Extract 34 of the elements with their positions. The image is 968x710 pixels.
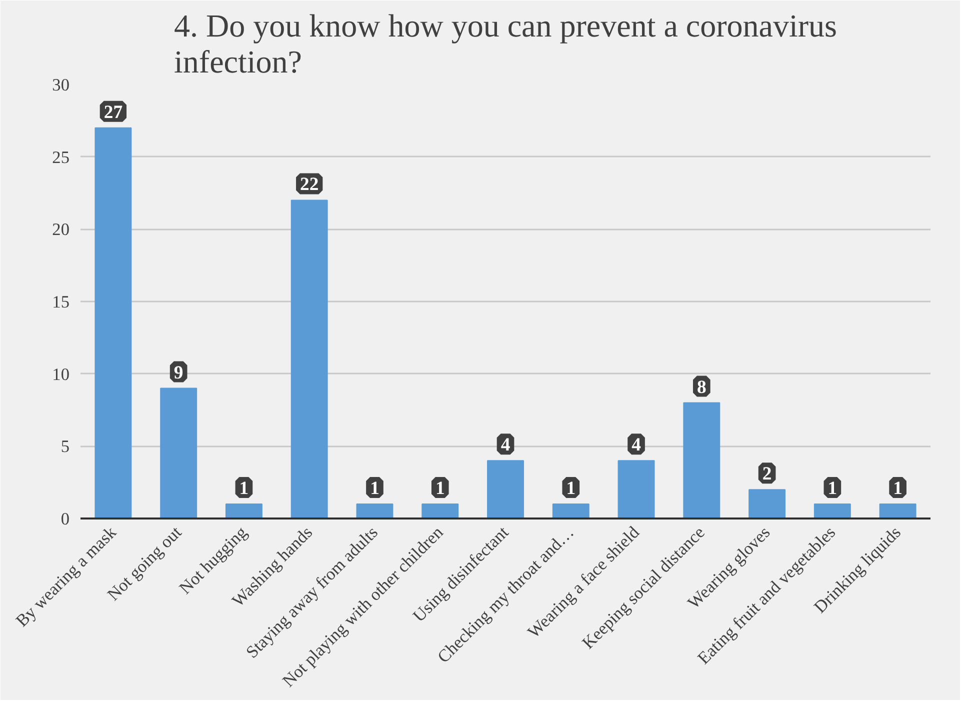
y-tick-label: 0 <box>60 510 70 528</box>
data-label: 1 <box>893 478 902 500</box>
y-tick-label: 15 <box>52 292 70 312</box>
data-label: 1 <box>239 478 249 500</box>
data-label: 27 <box>104 102 123 123</box>
bar <box>160 388 198 518</box>
data-label: 4 <box>632 434 641 456</box>
data-label: 1 <box>435 478 445 500</box>
y-tick-label: 30 <box>52 76 70 94</box>
y-tick-label: 10 <box>52 364 70 384</box>
data-label: 8 <box>696 376 706 398</box>
y-tick-label: 25 <box>52 148 70 167</box>
data-label: 22 <box>300 174 319 196</box>
data-label: 1 <box>828 478 838 500</box>
data-label: 1 <box>370 478 380 500</box>
data-label: 2 <box>762 464 772 485</box>
bar <box>422 504 459 518</box>
bar <box>683 402 720 518</box>
bar <box>552 504 590 518</box>
data-label: 9 <box>174 362 184 384</box>
bar <box>618 460 655 518</box>
chart-title: 4. Do you know how you can prevent a coronavirus infection? <box>174 8 837 80</box>
bar <box>94 127 132 518</box>
y-tick-label: 5 <box>60 437 70 456</box>
bar <box>290 200 328 518</box>
bar <box>814 504 851 518</box>
y-tick-label: 20 <box>52 220 70 240</box>
data-label: 4 <box>500 434 510 456</box>
bar <box>487 460 524 518</box>
bar <box>225 504 262 518</box>
data-label: 1 <box>566 478 576 500</box>
bar <box>748 489 786 518</box>
bar <box>356 504 394 518</box>
bar <box>879 504 916 518</box>
